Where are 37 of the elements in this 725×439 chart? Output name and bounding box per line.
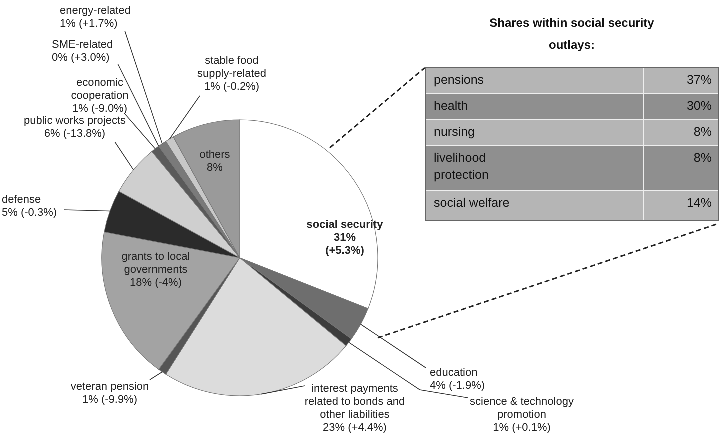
- slice-label: education: [430, 367, 478, 379]
- data-label: 1% (-9.9%): [82, 394, 138, 406]
- category-label: health: [434, 98, 470, 115]
- slice-label: others: [200, 149, 231, 161]
- text: 14%: [686, 196, 712, 210]
- category-label: nursing: [434, 124, 476, 141]
- data-label: 6% (-13.8%): [44, 128, 106, 140]
- category-label: pensions: [434, 72, 486, 89]
- data-label: 23% (+4.4%): [323, 422, 387, 434]
- slice-label: interest payments related to bonds and other liabilities: [304, 383, 406, 421]
- data-label: 18% (-4%): [130, 277, 182, 289]
- slice-label: grants to local governments: [122, 251, 190, 276]
- data-label: 1% (+1.7%): [60, 18, 118, 30]
- data-label: 8%: [207, 162, 224, 174]
- text: 30%: [686, 99, 712, 113]
- data-label: 1% (+0.1%): [493, 422, 551, 434]
- data-label: 31% (+5.3%): [326, 232, 365, 257]
- data-label: 4% (-1.9%): [430, 380, 486, 392]
- slice-label: science & technology promotion: [470, 396, 574, 421]
- slice-label: defense: [2, 194, 42, 206]
- data-label: 1% (-9.0%): [72, 103, 128, 115]
- text: 8%: [694, 151, 712, 165]
- category-label: social welfare: [434, 195, 511, 212]
- text: 8%: [694, 125, 712, 139]
- slice-label: economic cooperation: [71, 77, 129, 102]
- text: Shares within social security outlays:: [490, 15, 654, 54]
- data-label: 1% (-0.2%): [204, 81, 260, 93]
- text: 37%: [686, 73, 712, 87]
- category-label: livelihood protection: [434, 150, 490, 184]
- slice-label: energy-related: [60, 5, 131, 17]
- slice-label: veteran pension: [70, 381, 150, 393]
- slice-label: public works projects: [24, 115, 127, 127]
- data-label: 5% (-0.3%): [2, 207, 58, 219]
- category-label: SME-related: [52, 39, 114, 51]
- slice-label: stable food supply-related: [197, 55, 267, 80]
- text: 0% (+3.0%): [52, 52, 110, 64]
- slice-label: social security: [306, 219, 384, 231]
